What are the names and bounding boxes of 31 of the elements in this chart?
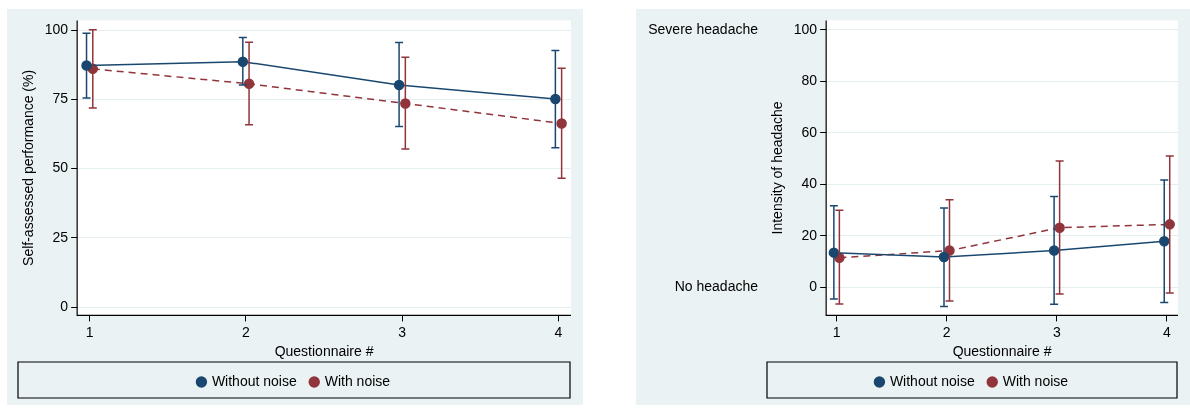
y-tick-label: 50 — [52, 159, 69, 176]
legend-label: Without noise — [211, 372, 297, 389]
text: No headache — [674, 277, 759, 294]
y-tick-label: 60 — [801, 123, 818, 140]
legend-label: With noise — [324, 372, 391, 389]
point — [81, 60, 92, 71]
x-tick-label: 4 — [554, 323, 563, 340]
x-axis-title: Questionnaire # — [274, 343, 374, 360]
y-axis-title: Intensity of headache — [769, 101, 786, 235]
x-tick-label: 3 — [398, 323, 407, 340]
y-tick-label: 20 — [801, 226, 818, 243]
x-tick-label: 1 — [832, 323, 841, 340]
x-tick-label: 4 — [1163, 323, 1172, 340]
y-tick-label: 75 — [52, 90, 69, 107]
text: Severe headache — [648, 20, 759, 37]
x-tick-label: 2 — [942, 323, 951, 340]
y-tick-label: 0 — [809, 277, 818, 294]
y-tick-label: 80 — [801, 72, 818, 89]
y-tick-label: 100 — [44, 20, 69, 37]
y-tick-label: 25 — [52, 228, 69, 245]
x-axis-title: Questionnaire # — [952, 343, 1052, 360]
x-tick-label: 2 — [242, 323, 251, 340]
y-tick-label: 40 — [801, 175, 818, 192]
y-tick-label: 100 — [793, 20, 818, 37]
legend-label: With noise — [1002, 372, 1069, 389]
point — [400, 98, 411, 109]
legend-label: Without noise — [889, 372, 975, 389]
y-axis-title: Self-assessed performance (%) — [20, 69, 37, 266]
y-tick-label: 0 — [60, 297, 69, 314]
x-tick-label: 1 — [85, 323, 94, 340]
x-tick-label: 3 — [1052, 323, 1061, 340]
